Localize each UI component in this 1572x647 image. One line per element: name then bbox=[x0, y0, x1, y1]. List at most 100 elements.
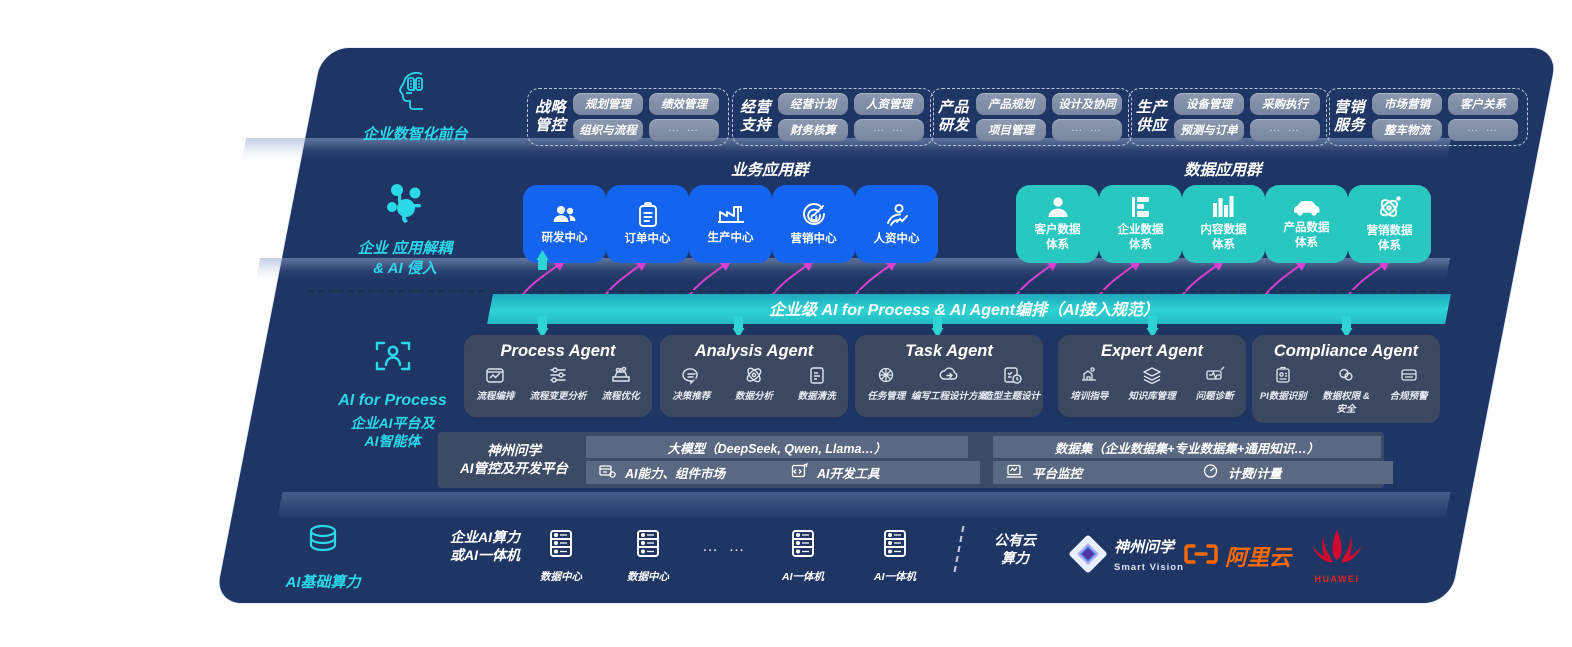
platform-name-line2: AI管控及开发平台 bbox=[460, 461, 568, 477]
domain-chip[interactable]: 采购执行 bbox=[1250, 93, 1321, 115]
app-card-production-center[interactable]: 生产中心 bbox=[689, 185, 772, 263]
domain-name-line2: 研发 bbox=[938, 117, 970, 134]
network-icon bbox=[875, 365, 897, 390]
agent-item[interactable]: 问题诊断 bbox=[1184, 365, 1246, 403]
domain-chip[interactable]: 设备管理 bbox=[1174, 93, 1245, 115]
domain-chip[interactable]: 产品规划 bbox=[976, 93, 1047, 115]
domain-chip[interactable]: 组织与流程 bbox=[573, 119, 644, 141]
users-icon bbox=[552, 203, 578, 227]
domain-chip[interactable]: 财务核算 bbox=[778, 119, 849, 141]
domain-name-line2: 支持 bbox=[740, 117, 772, 134]
agent-item[interactable]: 合规预警 bbox=[1378, 365, 1440, 416]
app-card-marketing-center[interactable]: 营销中心 bbox=[772, 185, 855, 263]
platform-billing-cell[interactable]: 计费/计量 bbox=[1189, 461, 1393, 484]
orchestration-bar-label: 企业级 AI for Process & AI Agent编排（AI接入规范） bbox=[769, 302, 1159, 319]
id-card-icon bbox=[1272, 365, 1294, 390]
agent-item[interactable]: 编写工程设计方案 bbox=[911, 365, 987, 403]
domain-chip-more[interactable]: … … bbox=[1250, 119, 1321, 141]
domain-chip-more[interactable]: … … bbox=[1052, 119, 1123, 141]
infra-node-ai-appliance-1[interactable]: AI一体机 bbox=[772, 528, 834, 584]
app-card-label: 生产中心 bbox=[707, 231, 754, 244]
agent-item-label: 数据分析 bbox=[734, 391, 773, 402]
target-icon bbox=[801, 202, 827, 228]
platform-cell-label: AI开发工具 bbox=[817, 467, 880, 481]
agent-item[interactable]: 数据分析 bbox=[723, 365, 785, 403]
data-card-label-1: 客户数据 bbox=[1034, 224, 1081, 237]
agent-card-analysis[interactable]: Analysis Agent 决策推荐 数据分析 数据清洗 bbox=[660, 335, 848, 417]
domain-chip[interactable]: 客户关系 bbox=[1448, 93, 1519, 115]
data-card-enterprise[interactable]: 企业数据 体系 bbox=[1099, 185, 1182, 263]
domain-chip[interactable]: 绩效管理 bbox=[649, 93, 720, 115]
agent-card-task[interactable]: Task Agent 任务管理 编写工程设计方案 造型主题设计 bbox=[855, 335, 1043, 417]
domain-chip-more[interactable]: … … bbox=[1448, 119, 1519, 141]
agent-item[interactable]: 知识库管理 bbox=[1121, 365, 1183, 403]
agent-item[interactable]: 流程变更分析 bbox=[527, 365, 589, 403]
domain-chip[interactable]: 人资管理 bbox=[854, 93, 925, 115]
logo-shenzhou-wenxue[interactable]: 神州问学 Smart Vision bbox=[1068, 534, 1184, 579]
infra-node-datacenter-2[interactable]: 数据中心 bbox=[617, 528, 679, 584]
agent-item[interactable]: 数据清洗 bbox=[786, 365, 848, 403]
domain-chip[interactable]: 规划管理 bbox=[573, 93, 644, 115]
data-card-marketing[interactable]: 营销数据 体系 bbox=[1348, 185, 1431, 263]
domain-chip[interactable]: 市场营销 bbox=[1372, 93, 1443, 115]
domain-group-marketing-service[interactable]: 营销 服务 市场营销 客户关系 整车物流 … … bbox=[1326, 88, 1529, 146]
platform-dataset-row[interactable]: 数据集（企业数据集+专业数据集+通用知识…） bbox=[993, 436, 1381, 458]
agent-item[interactable]: 流程优化 bbox=[590, 365, 652, 403]
domain-chip[interactable]: 经营计划 bbox=[778, 93, 849, 115]
app-card-hr-center[interactable]: 人资中心 bbox=[855, 185, 938, 263]
platform-ai-market-cell[interactable]: AI能力、组件市场 bbox=[586, 461, 784, 484]
domain-chip[interactable]: 项目管理 bbox=[976, 119, 1047, 141]
platform-monitor-cell[interactable]: 平台监控 bbox=[993, 461, 1195, 484]
domain-chip-more[interactable]: … … bbox=[854, 119, 925, 141]
platform-cell-label: AI能力、组件市场 bbox=[625, 467, 726, 481]
domain-name-line2: 服务 bbox=[1334, 117, 1366, 134]
agent-item[interactable]: 培训指导 bbox=[1058, 365, 1120, 403]
logo-huawei[interactable]: HUAWEI bbox=[1310, 528, 1364, 584]
domain-chip[interactable]: 整车物流 bbox=[1372, 119, 1443, 141]
app-card-rd-center[interactable]: 研发中心 bbox=[523, 185, 606, 263]
agent-item[interactable]: 决策推荐 bbox=[660, 365, 722, 403]
platform-models-row[interactable]: 大模型（DeepSeek, Qwen, Llama…） bbox=[586, 436, 968, 458]
domain-group-operations[interactable]: 经营 支持 经营计划 人资管理 财务核算 … … bbox=[732, 88, 935, 146]
rail-label-front: 企业数智化前台 bbox=[362, 126, 468, 143]
cloud-arrow-icon bbox=[938, 365, 960, 390]
domain-group-strategy[interactable]: 战略 管控 规划管理 绩效管理 组织与流程 … … bbox=[527, 88, 730, 146]
building-icon bbox=[1129, 195, 1153, 219]
agent-item[interactable]: 流程编排 bbox=[464, 365, 526, 403]
agent-card-process[interactable]: Process Agent 流程编排 流程变更分析 流程优化 bbox=[464, 335, 652, 417]
infra-node-ai-appliance-2[interactable]: AI一体机 bbox=[864, 528, 926, 584]
agent-item[interactable]: 造型主题设计 bbox=[981, 365, 1043, 403]
domain-group-production-supply[interactable]: 生产 供应 设备管理 采购执行 预测与订单 … … bbox=[1128, 88, 1331, 146]
platform-name-line1: 神州问学 bbox=[487, 443, 541, 458]
agent-item[interactable]: PI数据识别 bbox=[1252, 365, 1314, 416]
domain-group-product-rd[interactable]: 产品 研发 产品规划 设计及协同 项目管理 … … bbox=[930, 88, 1133, 146]
agent-card-expert[interactable]: Expert Agent 培训指导 知识库管理 问题诊断 bbox=[1058, 335, 1246, 417]
agent-item[interactable]: 数据权限 & 安全 bbox=[1315, 365, 1377, 416]
agent-item-label: 编写工程设计方案 bbox=[910, 391, 987, 402]
inbox-alert-icon bbox=[1398, 365, 1420, 390]
infra-node-label: 数据中心 bbox=[540, 571, 582, 583]
agent-item-label: 流程变更分析 bbox=[529, 391, 587, 402]
data-card-customer[interactable]: 客户数据 体系 bbox=[1016, 185, 1099, 263]
app-card-order-center[interactable]: 订单中心 bbox=[606, 185, 689, 263]
agent-item-label-line1: 数据权限 & bbox=[1322, 391, 1370, 402]
data-card-content[interactable]: 内容数据 体系 bbox=[1182, 185, 1265, 263]
infra-node-datacenter-1[interactable]: 数据中心 bbox=[530, 528, 592, 584]
domain-chip-more[interactable]: … … bbox=[649, 119, 720, 141]
server-icon bbox=[880, 528, 910, 565]
logo-aliyun[interactable]: 阿里云 bbox=[1183, 540, 1291, 572]
infra-public-cloud: 公有云 算力 bbox=[975, 531, 1055, 567]
domain-chip[interactable]: 设计及协同 bbox=[1052, 93, 1123, 115]
agent-card-compliance[interactable]: Compliance Agent PI数据识别 数据权限 & 安全 合规预警 bbox=[1252, 335, 1440, 423]
person-scan-icon bbox=[300, 335, 485, 382]
gear-stack-icon bbox=[610, 365, 632, 390]
domain-chip[interactable]: 预测与订单 bbox=[1174, 119, 1245, 141]
data-card-product[interactable]: 产品数据 体系 bbox=[1265, 185, 1348, 263]
rail-label-compute: AI基础算力 bbox=[285, 574, 361, 591]
agent-item[interactable]: 任务管理 bbox=[855, 365, 917, 403]
platform-dev-tool-cell[interactable]: AI开发工具 bbox=[778, 461, 980, 484]
agent-item-label: PI数据识别 bbox=[1259, 391, 1307, 402]
logo-name: 神州问学 bbox=[1114, 538, 1175, 556]
domain-name-line1: 经营 bbox=[740, 99, 772, 117]
infra-enterprise-line2: 或AI一体机 bbox=[450, 547, 520, 564]
